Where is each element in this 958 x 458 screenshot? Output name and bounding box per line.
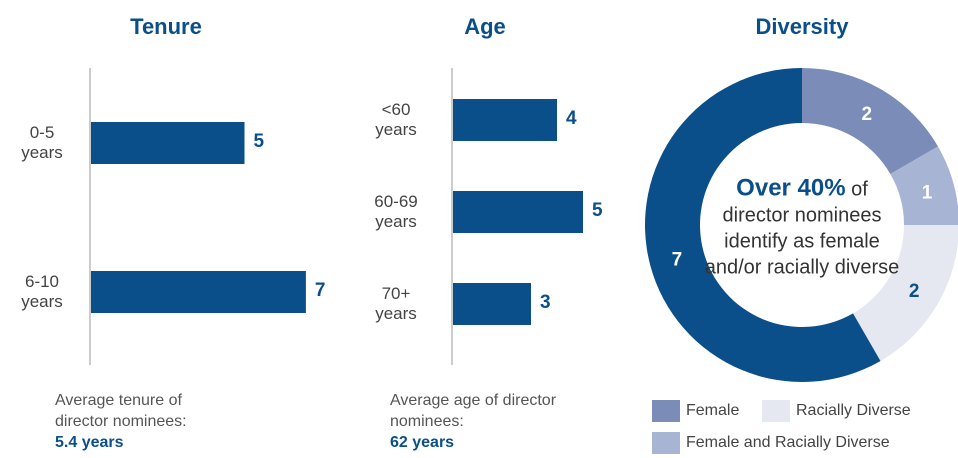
center-body: of director nominees identify as female …: [704, 178, 900, 279]
value-label: 7: [314, 280, 326, 301]
value-label: 3: [540, 292, 551, 313]
donut-slice: [890, 146, 958, 225]
donut-slice: [853, 225, 958, 361]
legend-label: Female: [686, 402, 740, 419]
slice-label: 7: [672, 250, 683, 271]
legend-swatch: [652, 400, 680, 422]
value-label: 5: [592, 200, 603, 221]
slice-label: 2: [909, 281, 920, 302]
legend-swatch: [652, 432, 680, 454]
chart-title: Tenure: [130, 14, 202, 39]
category-label: <60 years: [375, 100, 417, 139]
category-label: 70+ years: [375, 284, 417, 323]
slice-label: 1: [922, 182, 933, 203]
category-label: 6-10 years: [21, 272, 63, 311]
slice-label: 2: [861, 104, 872, 125]
note: Average age of director nominees:: [390, 392, 557, 430]
bar: [91, 271, 306, 313]
bar: [453, 191, 583, 233]
chart-title: Age: [464, 14, 506, 39]
legend-label: Female and Racially Diverse: [686, 434, 890, 451]
legend-label: Racially Diverse: [796, 402, 911, 419]
legend-swatch: [762, 400, 790, 422]
note-value: 62 years: [390, 434, 455, 451]
bar: [453, 99, 557, 141]
donut-slice: [645, 68, 881, 382]
category-label: 60-69 years: [374, 192, 418, 231]
note-value: 5.4 years: [55, 434, 124, 451]
category-label: 0-5 years: [21, 123, 63, 162]
center-emphasis: Over 40%: [736, 174, 846, 202]
donut-slice: [802, 68, 938, 174]
bar: [453, 283, 531, 325]
note: Average tenure of director nominees:: [55, 392, 187, 430]
bar: [91, 122, 245, 164]
center-text: Over 40% of director nominees identify a…: [702, 174, 902, 281]
value-label: 4: [566, 108, 577, 129]
value-label: 5: [253, 131, 265, 152]
chart-title: Diversity: [755, 14, 849, 39]
